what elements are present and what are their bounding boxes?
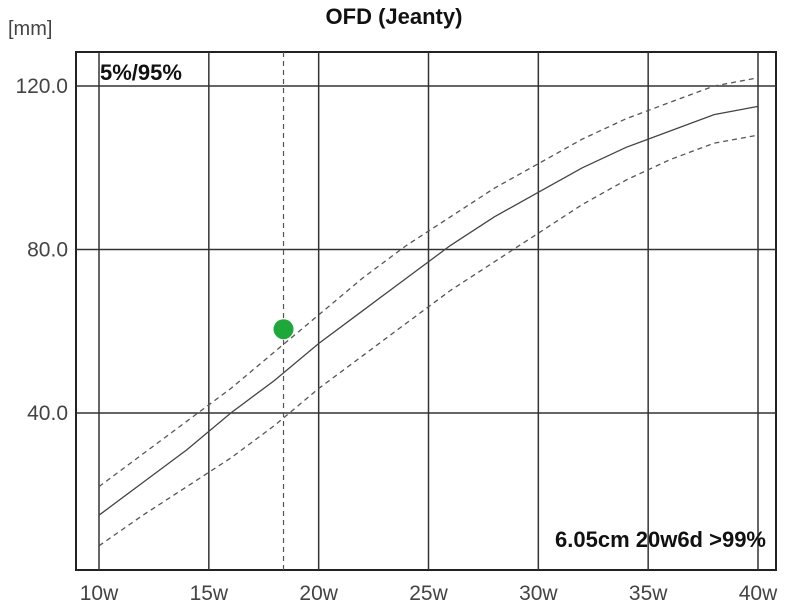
- legend-text: 5%/95%: [100, 60, 182, 85]
- y-axis-unit: [mm]: [8, 18, 53, 40]
- series-line-95pct: [98, 77, 759, 488]
- plot-group: 10w 15w 20w 25w 30w 35w 40w 40.0 80.0 120.0 5%/95%…: [15, 51, 778, 605]
- x-tick-label: 30w: [519, 582, 558, 605]
- x-tick-label: 35w: [629, 582, 668, 605]
- y-tick-label: 80.0: [27, 239, 68, 262]
- x-tick-label: 10w: [80, 582, 119, 605]
- y-tick-label: 40.0: [27, 402, 68, 425]
- x-tick-label: 40w: [739, 582, 778, 605]
- chart-title: OFD (Jeanty): [325, 4, 463, 29]
- series-line-50pct: [98, 105, 759, 516]
- series-line-5pct: [98, 134, 759, 547]
- plot-frame: [75, 51, 777, 571]
- x-tick-label: 20w: [299, 582, 338, 605]
- y-tick-label: 120.0: [15, 75, 68, 98]
- measurement-annotation: 6.05cm 20w6d >99%: [555, 527, 766, 552]
- x-tick-label: 15w: [190, 582, 229, 605]
- measurement-point: [273, 319, 294, 340]
- x-tick-label: 25w: [409, 582, 448, 605]
